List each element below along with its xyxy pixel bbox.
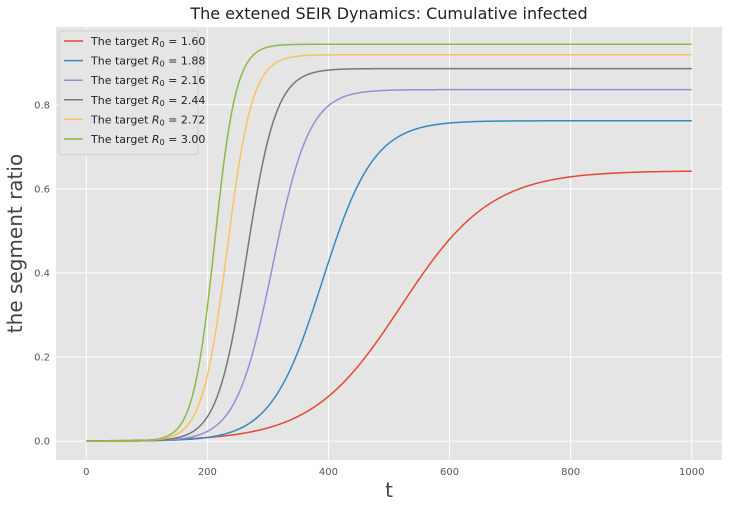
series-line bbox=[86, 54, 692, 442]
y-tick-label: 0.2 bbox=[34, 353, 50, 364]
y-axis-label: the segment ratio bbox=[3, 154, 27, 333]
chart-title: The extened SEIR Dynamics: Cumulative in… bbox=[189, 4, 587, 23]
x-tick-label: 600 bbox=[440, 467, 459, 478]
y-tick-label: 0.4 bbox=[34, 268, 50, 279]
legend-label: The target R0 = 2.72 bbox=[90, 113, 205, 127]
series-line bbox=[86, 120, 692, 442]
x-tick-label: 1000 bbox=[679, 467, 704, 478]
legend-label: The target R0 = 2.16 bbox=[90, 74, 205, 88]
series-line bbox=[86, 88, 692, 442]
x-tick-label: 400 bbox=[319, 467, 338, 478]
x-axis-label: t bbox=[385, 478, 393, 502]
y-tick-label: 0.8 bbox=[34, 100, 50, 111]
y-tick-label: 0.0 bbox=[34, 437, 50, 448]
legend-label: The target R0 = 1.88 bbox=[90, 55, 205, 69]
legend-label: The target R0 = 1.60 bbox=[90, 35, 205, 49]
grid bbox=[56, 27, 722, 460]
y-tick-label: 0.6 bbox=[34, 184, 50, 195]
x-tick-label: 800 bbox=[561, 467, 580, 478]
series-line bbox=[86, 67, 692, 442]
tick-labels: 0 200 400 600 800 1000 0.0 0.2 0.4 0.6 0.8 bbox=[34, 100, 704, 478]
series-line bbox=[86, 43, 692, 442]
x-tick-label: 0 bbox=[83, 467, 89, 478]
legend-label: The target R0 = 3.00 bbox=[90, 133, 205, 147]
x-tick-label: 200 bbox=[198, 467, 217, 478]
legend-label: The target R0 = 2.44 bbox=[90, 94, 205, 108]
legend: The target R0 = 1.60 The target R0 = 1.88… bbox=[58, 30, 205, 156]
legend-box bbox=[58, 30, 199, 156]
series-lines bbox=[86, 43, 692, 442]
